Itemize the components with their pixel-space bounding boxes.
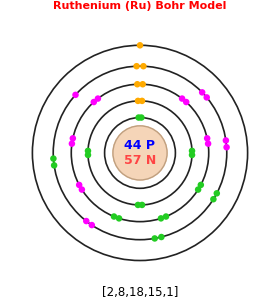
Point [117,216,121,221]
Text: [2,8,18,15,1]: [2,8,18,15,1] [102,286,178,299]
Point [152,236,157,241]
Point [70,141,74,146]
Point [136,115,141,120]
Circle shape [113,126,167,180]
Point [200,90,204,95]
Point [71,136,75,141]
Point [164,214,168,219]
Point [224,138,228,143]
Point [206,141,210,146]
Point [159,235,164,239]
Point [224,145,229,150]
Point [77,182,81,187]
Point [90,223,94,227]
Point [180,96,184,101]
Point [141,64,146,69]
Point [140,202,144,207]
Point [140,98,144,103]
Point [86,153,90,158]
Point [136,202,140,207]
Point [139,115,144,120]
Point [214,191,219,196]
Point [134,64,139,69]
Text: 57 N: 57 N [124,154,156,167]
Point [190,153,194,158]
Point [211,197,216,202]
Point [204,95,209,100]
Point [184,100,188,104]
Point [112,214,116,219]
Point [96,96,100,101]
Point [159,216,163,221]
Point [86,148,90,153]
Point [92,100,96,104]
Point [136,98,140,103]
Point [51,156,56,161]
Point [52,163,56,168]
Point [138,43,142,48]
Point [73,92,78,97]
Text: 44 P: 44 P [125,139,155,152]
Point [141,82,145,87]
Point [84,219,88,224]
Point [199,182,203,187]
Point [80,187,84,192]
Point [196,187,200,192]
Point [190,148,194,153]
Point [205,136,209,141]
Text: Ruthenium (Ru) Bohr Model: Ruthenium (Ru) Bohr Model [53,1,227,11]
Point [135,82,139,87]
